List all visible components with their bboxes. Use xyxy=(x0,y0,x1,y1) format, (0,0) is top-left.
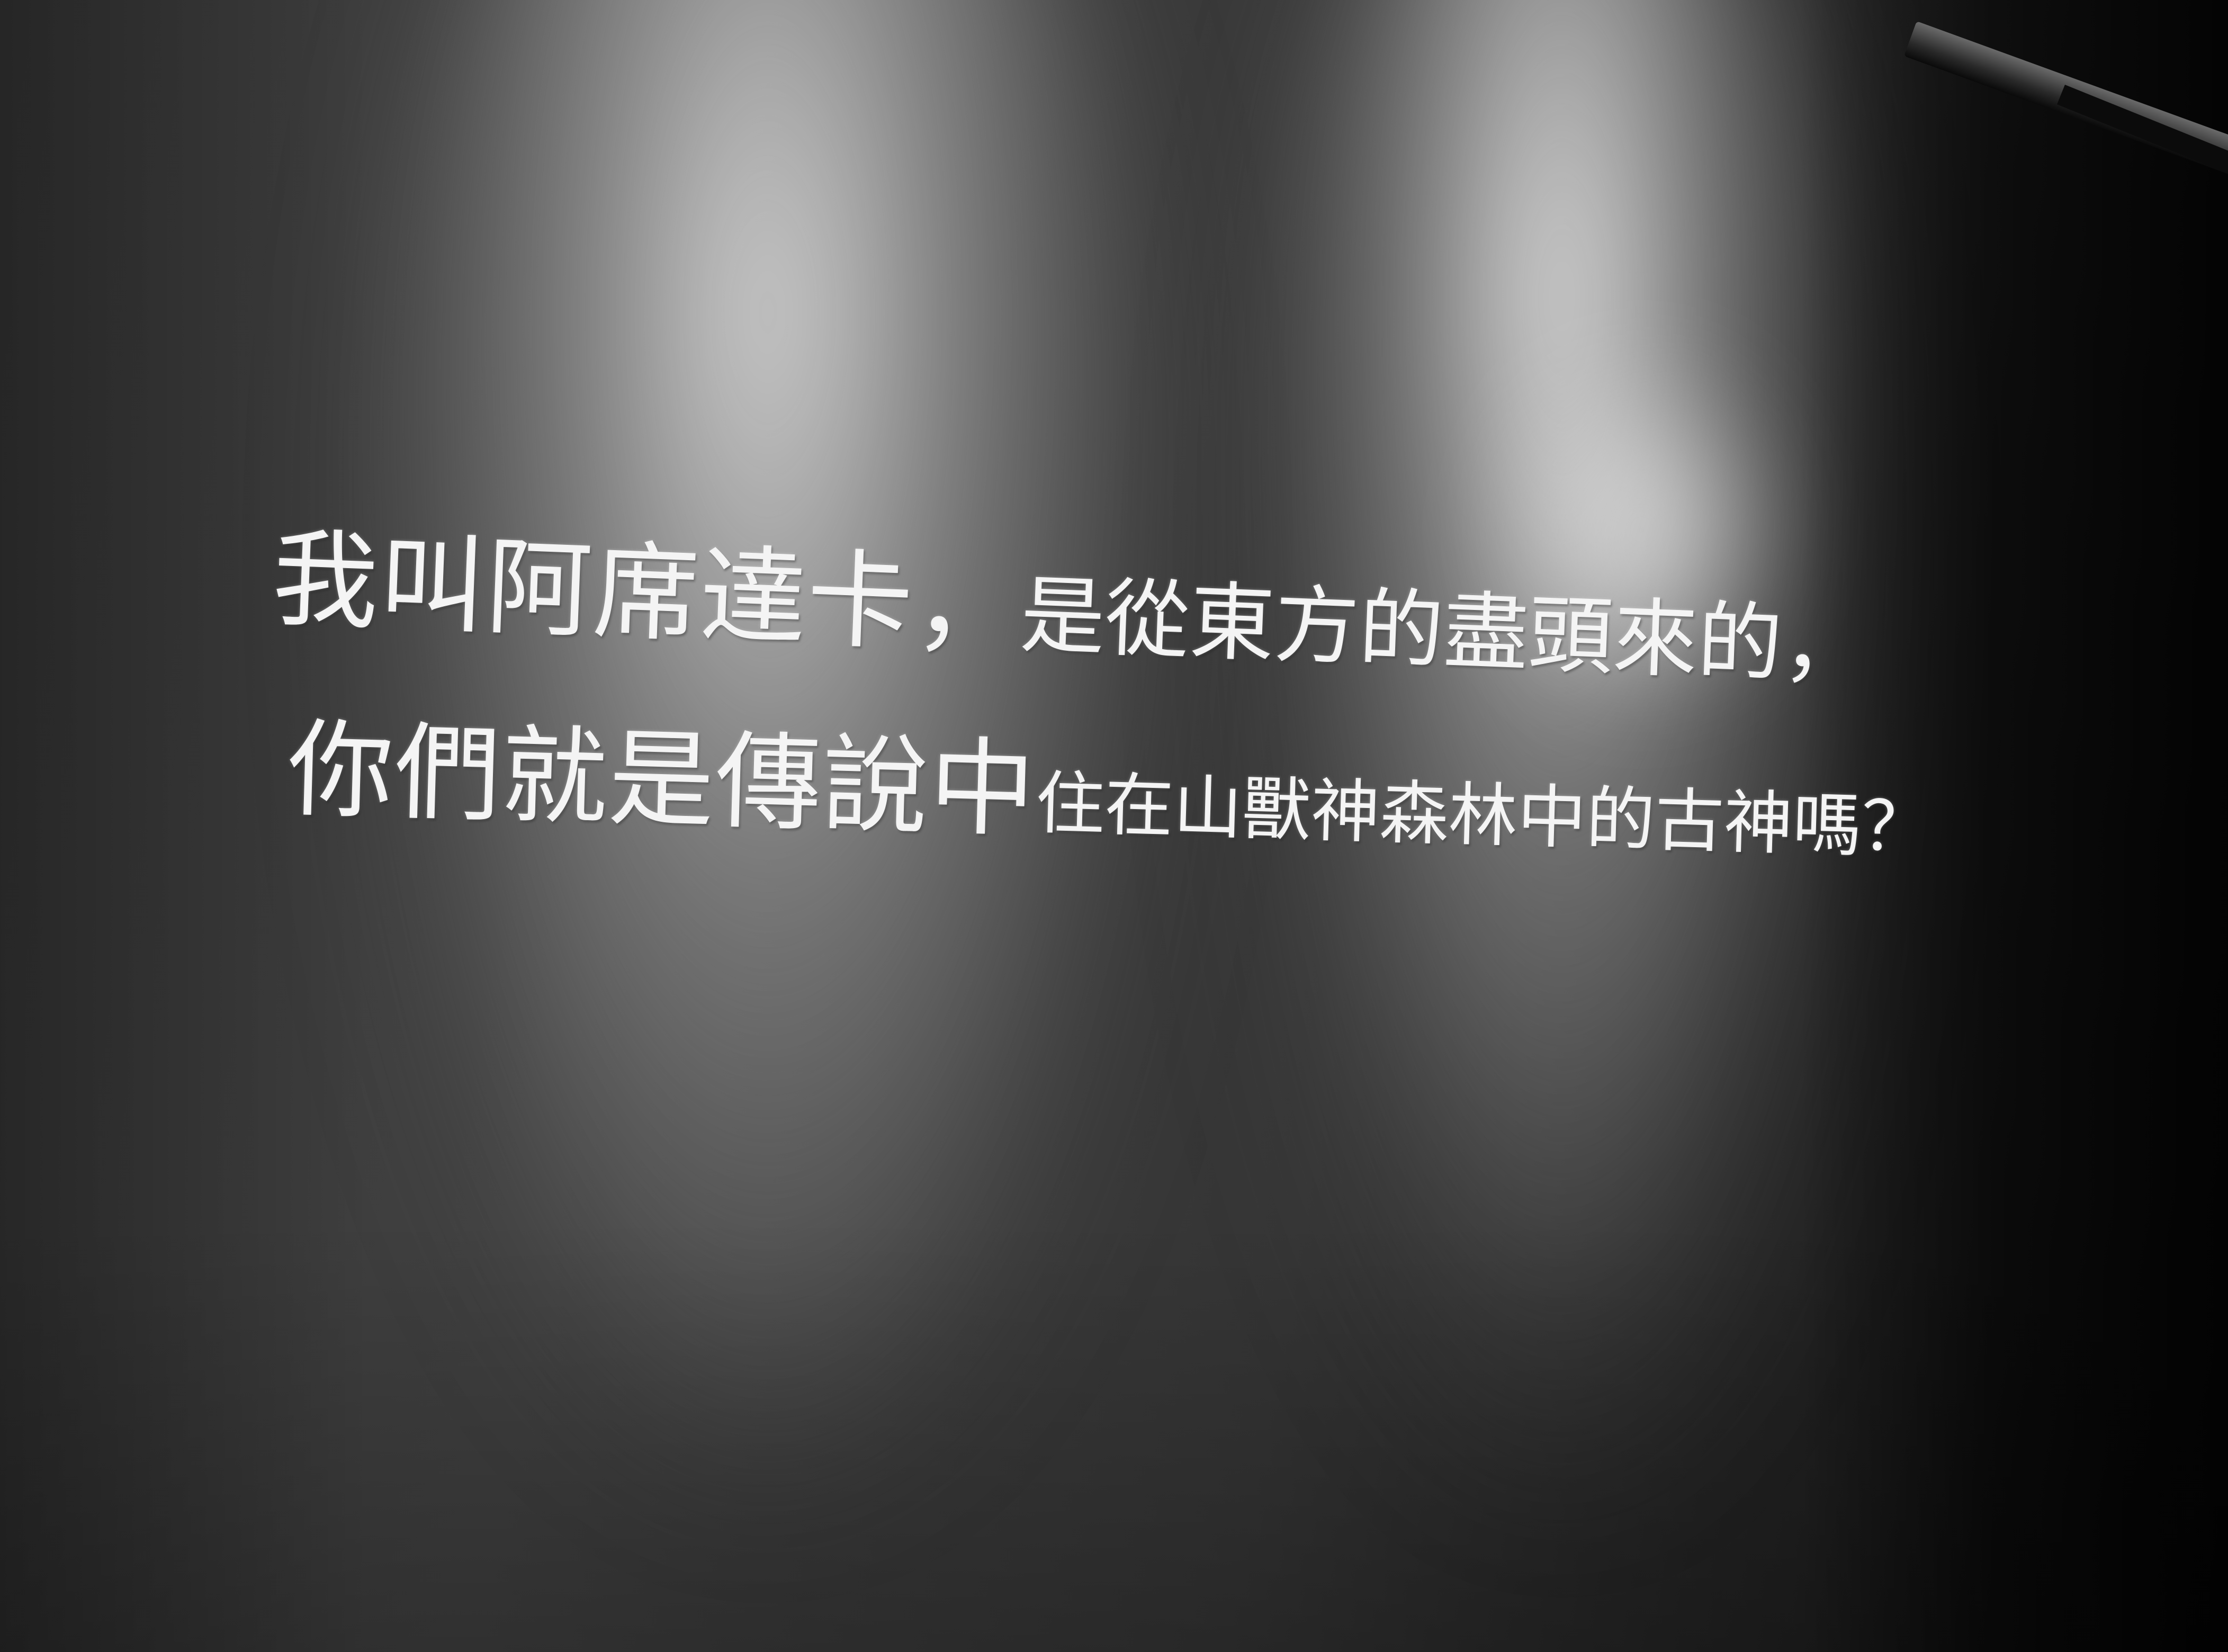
caption-line-1: 我叫阿席達卡，是從東方的盡頭來的， xyxy=(270,492,1871,707)
bottom-shadow xyxy=(0,1218,2228,1652)
caption-line-2-part-a: 你們就是傳說中 xyxy=(286,708,1038,852)
caption-line-2: 你們就是傳說中住在山獸神森林中的古神嗎？ xyxy=(286,683,1933,883)
spotlight-left xyxy=(371,0,1165,1483)
caption-line-1-part-b: 是從東方的盡頭來的， xyxy=(1018,565,1869,697)
left-shadow xyxy=(0,0,371,1652)
right-shadow xyxy=(1800,0,2228,1652)
spotlight-right xyxy=(1244,0,1880,1483)
caption-line-1-part-a: 我叫阿席達卡， xyxy=(270,517,1023,670)
spotlight-right-hotspot xyxy=(1483,344,1800,715)
caption-line-2-part-b: 住在山獸神森林中的古神嗎？ xyxy=(1035,762,1931,868)
